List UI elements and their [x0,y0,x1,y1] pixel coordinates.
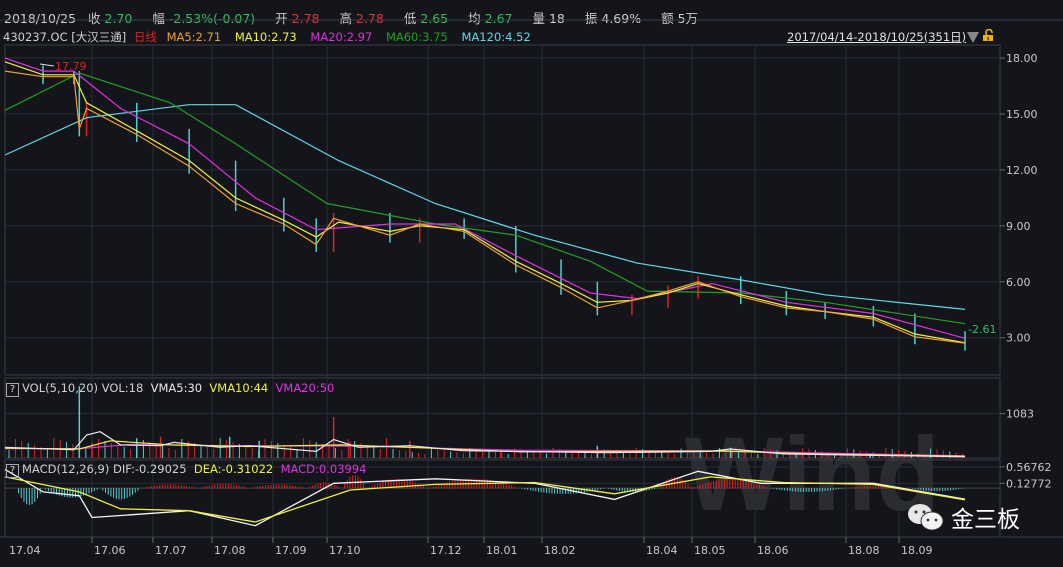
open-label: 开 [275,11,288,26]
line-ma5 [4,70,966,344]
x-tick-label: 17.10 [329,544,361,557]
date: 2018/10/25 [4,11,77,26]
vol-value: 18 [548,11,565,26]
ma20-legend: MA20:2.97 [310,30,373,44]
macd-value-legend: MACD:0.03994 [280,462,367,476]
dropdown-triangle-icon[interactable] [967,32,979,43]
vol-legend: ? VOL(5,10,20) VOL:18 VMA5:30 VMA10:44 VM… [6,381,334,397]
y-tick-label: 18.00 [1006,52,1038,65]
open-value: 2.78 [291,11,320,26]
high-pointer [39,63,55,67]
x-tick-label: 18.02 [544,544,576,557]
y-tick-label: 12.00 [1006,164,1038,177]
line-ma10 [4,61,966,344]
panel-frame-volume [4,377,1001,459]
x-tick-label: 17.07 [155,544,187,557]
x-tick-label: 18.08 [848,544,880,557]
low-label: 低 [403,11,417,26]
line-vma20 [5,443,966,457]
line-dea [4,476,966,523]
date-range-link[interactable]: 2017/04/14-2018/10/25(351日) [787,30,967,44]
macd-legend: ? MACD(12,26,9) DIF:-0.29025 DEA:-0.31022… [6,462,366,478]
line-vma10 [4,440,966,457]
y-tick-label: 0.56762 [1006,461,1052,474]
amount-label: 额 [661,11,674,26]
vol-help-button[interactable]: ? [6,383,19,397]
macd-title: MACD(12,26,9) [22,462,110,476]
ma10-legend: MA10:2.73 [234,30,297,44]
x-tick-label: 18.05 [694,544,726,557]
avg-value: 2.67 [484,11,513,26]
macd-help-button[interactable]: ? [6,464,19,478]
close-value: 2.70 [104,11,133,26]
brand-name: 金三板 [951,507,1020,533]
line-vma5 [4,431,966,458]
ma5-legend: MA5:2.71 [166,30,222,44]
vol-label: 量 [532,11,545,26]
x-tick-label: 18.06 [757,544,789,557]
y-tick-label: 6.00 [1006,276,1031,289]
amount-value: 5万 [677,11,699,26]
ma-legend: 430237.OC [大汉三通] 日线 MA5:2.71 MA10:2.73 M… [3,29,541,45]
quote-header: 2018/10/25 收 2.70 幅 -2.53%(-0.07) 开 2.78… [4,8,714,27]
vol-value: VOL:18 [101,381,144,395]
wechat-icon [908,504,944,531]
line-dif [4,468,966,527]
wind-watermark: Wind [684,416,940,533]
ma120-legend: MA120:4.52 [461,30,531,44]
dif-legend: DIF:-0.29025 [113,462,187,476]
vma20-legend: VMA20:50 [275,381,335,395]
y-tick-label: 0.12772 [1006,477,1052,490]
amp-value: 4.69% [601,11,642,26]
line-ma20 [4,57,966,339]
high-annotation: 17.79 [55,60,87,73]
y-tick-label: 3.00 [1006,332,1031,345]
avg-label: 均 [468,11,481,26]
x-tick-label: 17.04 [9,544,41,557]
x-tick-label: 17.12 [430,544,462,557]
unlock-icon[interactable] [982,29,994,41]
vma10-legend: VMA10:44 [209,381,269,395]
high-label: 高 [339,11,353,26]
dea-legend: DEA:-0.31022 [193,462,274,476]
panel-frame-price [4,44,1001,376]
close-label: 收 [88,11,101,26]
security-code: 430237.OC [大汉三通] [3,30,127,44]
high-value: 2.78 [356,11,384,26]
low-value: 2.65 [420,11,449,26]
x-tick-label: 18.09 [901,544,933,557]
x-tick-label: 17.09 [275,544,307,557]
x-tick-label: 17.08 [214,544,246,557]
vma5-legend: VMA5:30 [150,381,203,395]
change-value: -2.53%(-0.07) [168,11,256,26]
amp-label: 振 [584,11,598,26]
wechat-brand: 金三板 [905,500,1020,534]
y-tick-label: 9.00 [1006,220,1031,233]
x-tick-label: 18.01 [486,544,518,557]
change-label: 幅 [152,11,165,26]
x-tick-label: 18.04 [646,544,678,557]
ma60-legend: MA60:3.75 [385,30,448,44]
vol-title: VOL(5,10,20) [22,381,98,395]
x-tick-label: 17.06 [94,544,126,557]
period-selector[interactable]: 日线 [133,30,157,44]
y-tick-label: 15.00 [1006,108,1038,121]
last-annotation: -2.61 [968,323,996,336]
line-ma60 [4,72,966,325]
line-ma120 [4,104,966,310]
y-tick-label: 1083 [1006,408,1034,421]
